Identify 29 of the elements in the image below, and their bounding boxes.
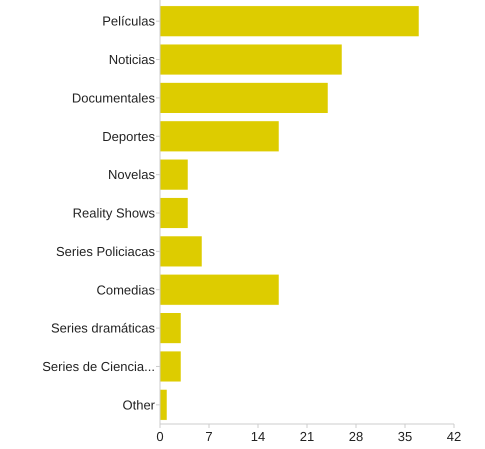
bar: [160, 6, 420, 37]
bar: [160, 82, 328, 114]
y-tick-label: Deportes: [102, 128, 156, 144]
x-tick-label: 28: [348, 429, 364, 444]
y-tick-label: Reality Shows: [72, 206, 156, 221]
x-tick-label: 42: [446, 429, 462, 444]
y-tick-label: Documentales: [72, 90, 156, 106]
bar: [160, 312, 182, 344]
bar: [160, 350, 182, 382]
x-tick-label: 14: [250, 429, 266, 444]
x-tick-label: 7: [205, 429, 213, 444]
bar: [160, 159, 188, 190]
y-tick-label: Series Policiacas: [56, 244, 156, 259]
y-tick-label: Series de Ciencia...: [42, 359, 155, 374]
y-tick-label: Noticias: [108, 52, 156, 68]
bar: [160, 120, 280, 152]
x-tick-label: 35: [398, 429, 412, 444]
y-tick-label: Series dramáticas: [50, 320, 156, 336]
y-tick-label: Novelas: [108, 167, 156, 182]
bar: [160, 389, 168, 420]
bar: [160, 274, 280, 306]
bar: [160, 44, 342, 76]
y-tick-label: Other: [122, 397, 156, 412]
y-tick-label: Películas: [102, 14, 156, 29]
y-tick-label: Comedias: [96, 282, 156, 298]
bar: [160, 197, 188, 229]
bar: [160, 236, 202, 267]
x-tick-label: 21: [300, 429, 314, 444]
x-tick-label: 0: [156, 429, 164, 444]
